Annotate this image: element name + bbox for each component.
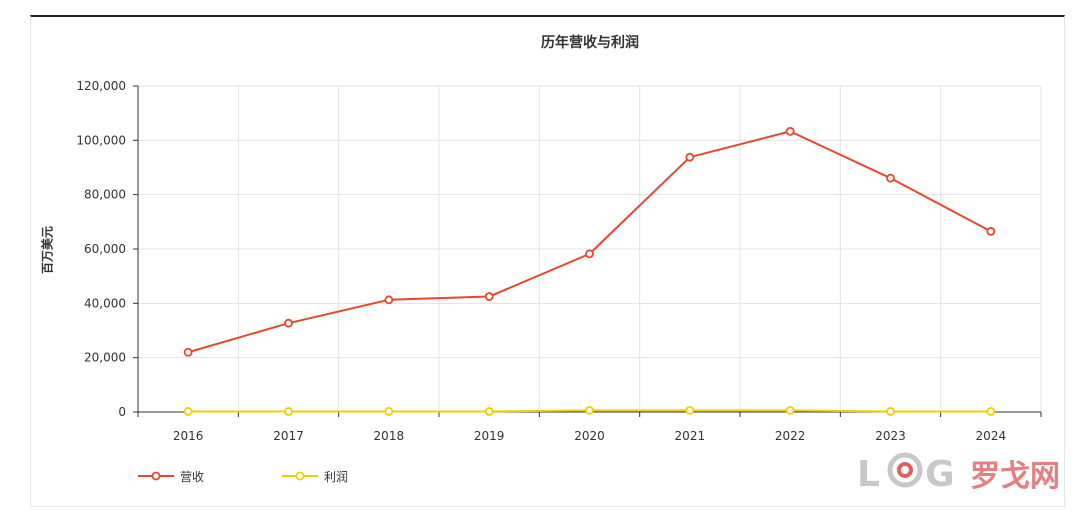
data-point-revenue	[384, 295, 394, 305]
data-point-profit	[183, 407, 193, 416]
legend-item-revenue[interactable]: 营收	[138, 466, 204, 486]
legend-marker-revenue	[138, 471, 174, 481]
y-tick-label: 0	[118, 405, 126, 419]
x-tick-label: 2019	[474, 429, 505, 443]
data-point-profit	[484, 407, 494, 416]
watermark-logo: L G	[857, 452, 955, 495]
x-tick-label: 2021	[675, 429, 706, 443]
series-layer	[183, 126, 996, 416]
chart-frame	[30, 15, 1065, 507]
y-tick-label: 100,000	[76, 133, 126, 147]
x-tick-label: 2017	[273, 429, 304, 443]
data-point-profit	[585, 405, 594, 415]
y-tick-label: 60,000	[84, 242, 126, 256]
watermark-text: 罗戈网	[970, 459, 1060, 494]
series-line-revenue	[187, 130, 992, 354]
axes: 0 20,000 40,000 60,000 80,000 100,000 120,000 2…	[76, 79, 1042, 443]
data-point-revenue	[183, 347, 193, 357]
y-tick-label: 40,000	[84, 296, 126, 310]
svg-text:L: L	[857, 454, 880, 495]
data-point-revenue	[785, 126, 795, 136]
x-tick-label: 2020	[574, 429, 605, 443]
x-tick-label: 2018	[374, 429, 405, 443]
y-tick-label: 20,000	[84, 351, 126, 365]
legend-label-profit: 利润	[324, 469, 349, 484]
x-tick-label: 2024	[976, 429, 1007, 443]
data-point-revenue	[685, 152, 695, 162]
data-point-profit	[384, 407, 394, 416]
data-point-profit	[886, 407, 895, 416]
chart-title: 历年营收与利润	[541, 35, 639, 51]
y-tick-label: 80,000	[84, 188, 126, 202]
data-point-profit	[284, 407, 293, 416]
x-tick-label: 2023	[875, 429, 906, 443]
data-point-revenue	[585, 249, 594, 259]
x-tick-label: 2016	[173, 429, 204, 443]
grid	[137, 85, 1042, 412]
data-point-profit	[986, 407, 996, 416]
legend-marker-profit	[282, 471, 318, 481]
data-point-revenue	[886, 173, 895, 183]
svg-text:G: G	[925, 454, 955, 495]
data-point-profit	[685, 405, 695, 415]
data-point-profit	[785, 405, 795, 415]
data-point-revenue	[484, 292, 494, 301]
x-tick-label: 2022	[775, 429, 806, 443]
legend-item-profit[interactable]: 利润	[282, 466, 348, 486]
data-point-revenue	[986, 226, 996, 236]
y-tick-label: 120,000	[76, 79, 126, 93]
data-point-revenue	[284, 318, 293, 328]
legend-label-revenue: 营收	[180, 469, 205, 484]
